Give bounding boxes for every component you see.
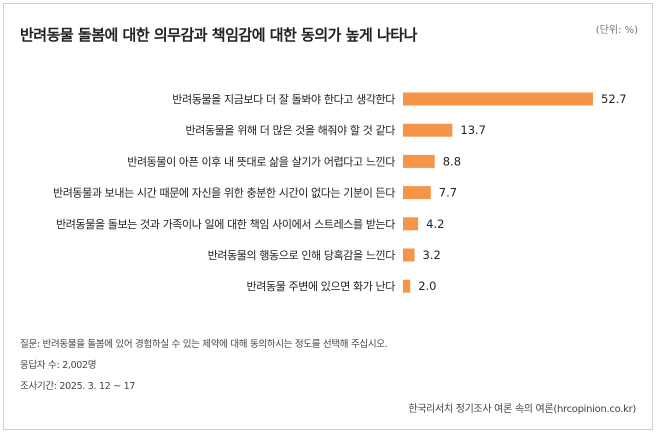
bar [403,123,453,137]
category-label: 반려동물을 돌보는 것과 가족이나 일에 대한 책임 사이에서 스트레스를 받는… [56,217,395,231]
category-label: 반려동물이 아픈 이후 내 뜻대로 삶을 살기가 어렵다고 느낀다 [127,155,395,168]
value-label: 2.0 [418,279,436,293]
chart-title: 반려동물 돌봄에 대한 의무감과 책임감에 대한 동의가 높게 나타나 [20,26,417,44]
value-label: 7.7 [439,186,457,200]
bar [403,186,431,200]
source-note: 한국리서치 정기조사 여론 속의 여론(hrcopinion.co.kr) [408,404,636,415]
respondents-note: 응답자 수: 2,002명 [20,360,97,371]
survey-notes: 질문: 반려동물을 돌봄에 있어 경험하실 수 있는 제약에 대해 동의하시는 … [20,334,388,397]
unit-label: (단위: %) [595,25,638,36]
value-label: 4.2 [426,217,444,231]
value-label: 3.2 [423,248,441,262]
bar [403,154,435,168]
question-note: 질문: 반려동물을 돌봄에 있어 경험하실 수 있는 제약에 대해 동의하시는 … [20,339,388,350]
bar [403,217,419,231]
chart-card: 반려동물 돌봄에 대한 의무감과 책임감에 대한 동의가 높게 나타나 (단위:… [3,3,653,430]
period-note: 조사기간: 2025. 3. 12 ~ 17 [20,381,136,392]
value-label: 8.8 [443,154,461,168]
bar [403,279,411,293]
bar [403,248,415,262]
category-label: 반려동물을 위해 더 많은 것을 해줘야 할 것 같다 [186,123,396,137]
bar [403,92,593,106]
bar-chart: 반려동물을 지금보다 더 잘 돌봐야 한다고 생각한다 52.7 반려동물을 위해 … [53,92,627,293]
category-label: 반려동물 주변에 있으면 화가 난다 [247,280,396,293]
value-label: 13.7 [460,123,486,137]
value-label: 52.7 [601,92,627,106]
category-label: 반려동물의 행동으로 인해 당혹감을 느낀다 [208,248,396,262]
category-label: 반려동물을 지금보다 더 잘 돌봐야 한다고 생각한다 [172,93,395,106]
category-label: 반려동물과 보내는 시간 때문에 자신을 위한 충분한 시간이 없다는 기분이 … [53,187,395,200]
